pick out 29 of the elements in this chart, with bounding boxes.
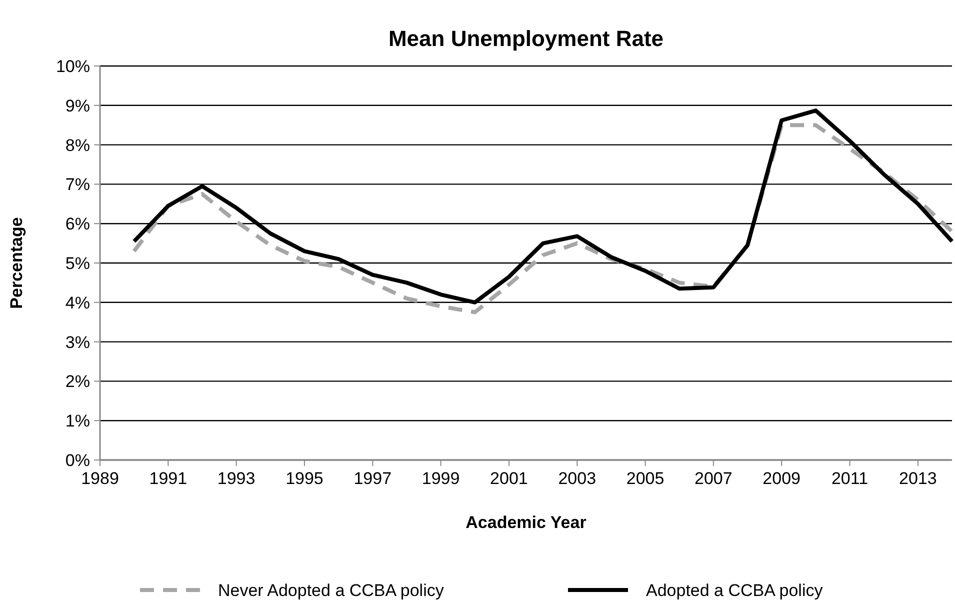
y-tick-label: 1% (65, 412, 90, 431)
y-tick-label: 0% (65, 450, 90, 470)
x-tick-label: 1999 (422, 469, 460, 488)
y-tick-label: 2% (65, 372, 90, 392)
x-tick-label: 2013 (899, 469, 937, 488)
x-tick-label: 2011 (831, 469, 868, 488)
x-tick-label: 2001 (490, 469, 528, 488)
y-tick-label: 9% (65, 96, 90, 116)
y-tick-label: 8% (65, 136, 90, 155)
y-tick-label: 10% (56, 56, 90, 76)
x-tick-label: 1997 (354, 469, 392, 488)
x-tick-label: 1995 (286, 469, 324, 488)
chart-title: Mean Unemployment Rate (388, 26, 664, 51)
x-axis-title: Academic Year (466, 513, 587, 532)
x-tick-label: 2003 (558, 469, 596, 488)
y-tick-label: 7% (65, 175, 90, 194)
x-tick-label: 2007 (694, 469, 732, 488)
y-tick-label: 4% (65, 293, 90, 312)
y-axis-title: Percentage (7, 217, 26, 309)
x-tick-label: 1991 (149, 469, 188, 488)
x-tick-label: 2005 (626, 469, 664, 488)
x-tick-label: 1989 (81, 469, 119, 488)
x-tick-label: 1993 (217, 469, 256, 488)
y-tick-label: 3% (65, 332, 90, 352)
legend-label: Adopted a CCBA policy (646, 580, 824, 600)
x-tick-label: 2009 (762, 469, 801, 488)
y-tick-label: 5% (65, 254, 90, 273)
y-tick-label: 6% (65, 214, 90, 234)
legend-label: Never Adopted a CCBA policy (218, 580, 444, 600)
